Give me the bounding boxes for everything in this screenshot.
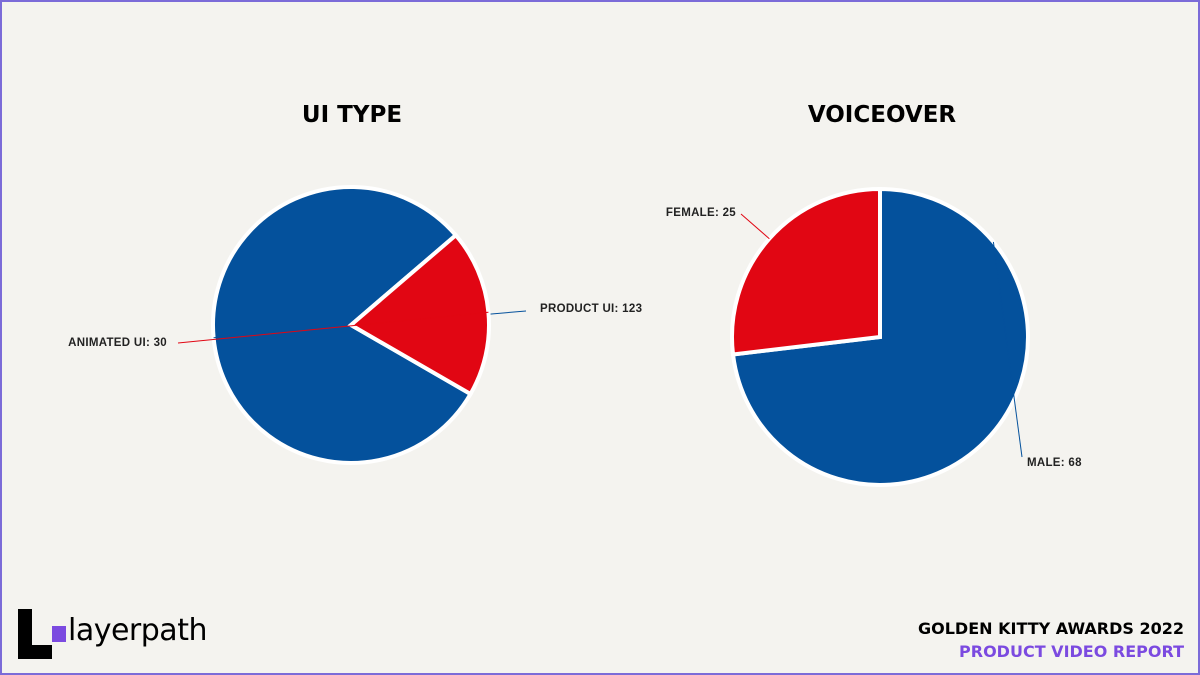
slice-label-1-0: MALE: 68 xyxy=(1027,457,1082,469)
chart-title-ui-type: UI TYPE xyxy=(301,102,403,128)
footer-event-title: GOLDEN KITTY AWARDS 2022 xyxy=(917,619,1184,638)
leader-line-1-0 xyxy=(992,241,1023,458)
slice-label-1-1: FEMALE: 25 xyxy=(666,207,736,219)
footer-report-title: PRODUCT VIDEO REPORT xyxy=(959,642,1184,661)
leader-line-0-1 xyxy=(177,311,489,344)
pie-charts-canvas: PRODUCT UI: 123 ANIMATED UI: 30 MALE: 68 FE… xyxy=(68,185,1082,487)
leader-line-1-1 xyxy=(740,213,770,240)
slice-label-0-1: ANIMATED UI: 30 xyxy=(68,337,167,349)
chart-title-voiceover: VOICEOVER xyxy=(807,102,957,128)
pie-slice-1-1 xyxy=(730,186,882,357)
layerpath-logo-icon xyxy=(18,609,66,659)
pie-slice-0-1 xyxy=(347,232,491,397)
logo-wordmark: layerpath xyxy=(68,613,207,648)
slice-label-0-0: PRODUCT UI: 123 xyxy=(540,303,642,315)
